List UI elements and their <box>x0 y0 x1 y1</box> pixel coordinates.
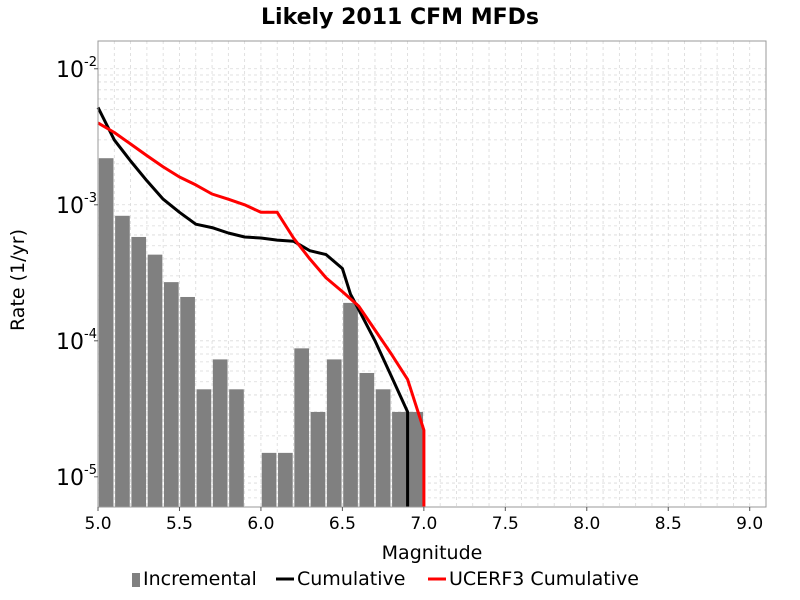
legend-label-incremental: Incremental <box>143 568 257 590</box>
incremental-bar <box>326 359 342 507</box>
incremental-bar <box>163 282 179 507</box>
x-tick-label: 7.5 <box>492 514 519 534</box>
y-tick-base: 10 <box>56 194 84 219</box>
incremental-bar <box>343 302 358 507</box>
incremental-bar <box>359 372 375 507</box>
incremental-bar <box>98 158 114 507</box>
x-tick-label: 5.5 <box>166 514 193 534</box>
incremental-bar <box>261 452 277 507</box>
incremental-bar <box>147 254 163 507</box>
y-tick-exponent: -5 <box>84 463 97 478</box>
incremental-bar <box>375 389 391 507</box>
ucerf3-cumulative-line <box>97 121 426 507</box>
incremental-bar <box>115 215 130 507</box>
x-tick-label: 7.0 <box>410 514 437 534</box>
cumulative-line <box>96 106 410 507</box>
cumulative-lines <box>96 106 426 507</box>
x-tick-label: 8.5 <box>655 514 682 534</box>
x-tick-label: 9.0 <box>736 514 763 534</box>
x-tick-label: 8.0 <box>573 514 600 534</box>
incremental-bar <box>131 236 147 507</box>
y-axis-ticks: 10-510-410-310-2 <box>56 55 98 491</box>
x-tick-label: 6.5 <box>329 514 356 534</box>
legend-swatch-incremental <box>132 573 140 587</box>
y-tick-label: 10-5 <box>56 463 97 491</box>
y-tick-label: 10-3 <box>56 191 97 219</box>
y-tick-exponent: -4 <box>84 327 97 342</box>
plot-border <box>97 40 767 508</box>
x-axis-ticks: 5.0 5.5 6.0 6.5 7.0 7.5 8.0 8.5 9.0 <box>84 507 763 534</box>
y-tick-exponent: -3 <box>84 191 97 206</box>
y-tick-base: 10 <box>56 58 84 83</box>
x-tick-label: 6.0 <box>247 514 274 534</box>
legend: Incremental Cumulative UCERF3 Cumulative <box>132 568 639 590</box>
incremental-bar <box>392 411 407 507</box>
incremental-bar <box>212 359 228 507</box>
y-tick-label: 10-2 <box>56 55 97 83</box>
x-axis-label: Magnitude <box>382 542 483 564</box>
incremental-bar <box>310 411 326 507</box>
chart-title: Likely 2011 CFM MFDs <box>261 5 539 30</box>
incremental-bars <box>98 158 424 507</box>
legend-label-ucerf3-cumulative: UCERF3 Cumulative <box>449 568 639 590</box>
incremental-bar <box>278 452 293 507</box>
y-tick-label: 10-4 <box>56 327 97 355</box>
incremental-bar <box>408 411 424 507</box>
incremental-bar <box>229 389 244 507</box>
incremental-bar <box>294 348 309 507</box>
x-tick-label: 5.0 <box>84 514 111 534</box>
legend-label-cumulative: Cumulative <box>297 568 405 590</box>
y-tick-exponent: -2 <box>84 55 97 70</box>
y-tick-base: 10 <box>56 466 84 491</box>
incremental-bar <box>180 296 195 507</box>
plot-frame <box>97 40 767 508</box>
y-tick-base: 10 <box>56 330 84 355</box>
incremental-bar <box>196 389 212 507</box>
y-axis-label: Rate (1/yr) <box>7 229 29 331</box>
